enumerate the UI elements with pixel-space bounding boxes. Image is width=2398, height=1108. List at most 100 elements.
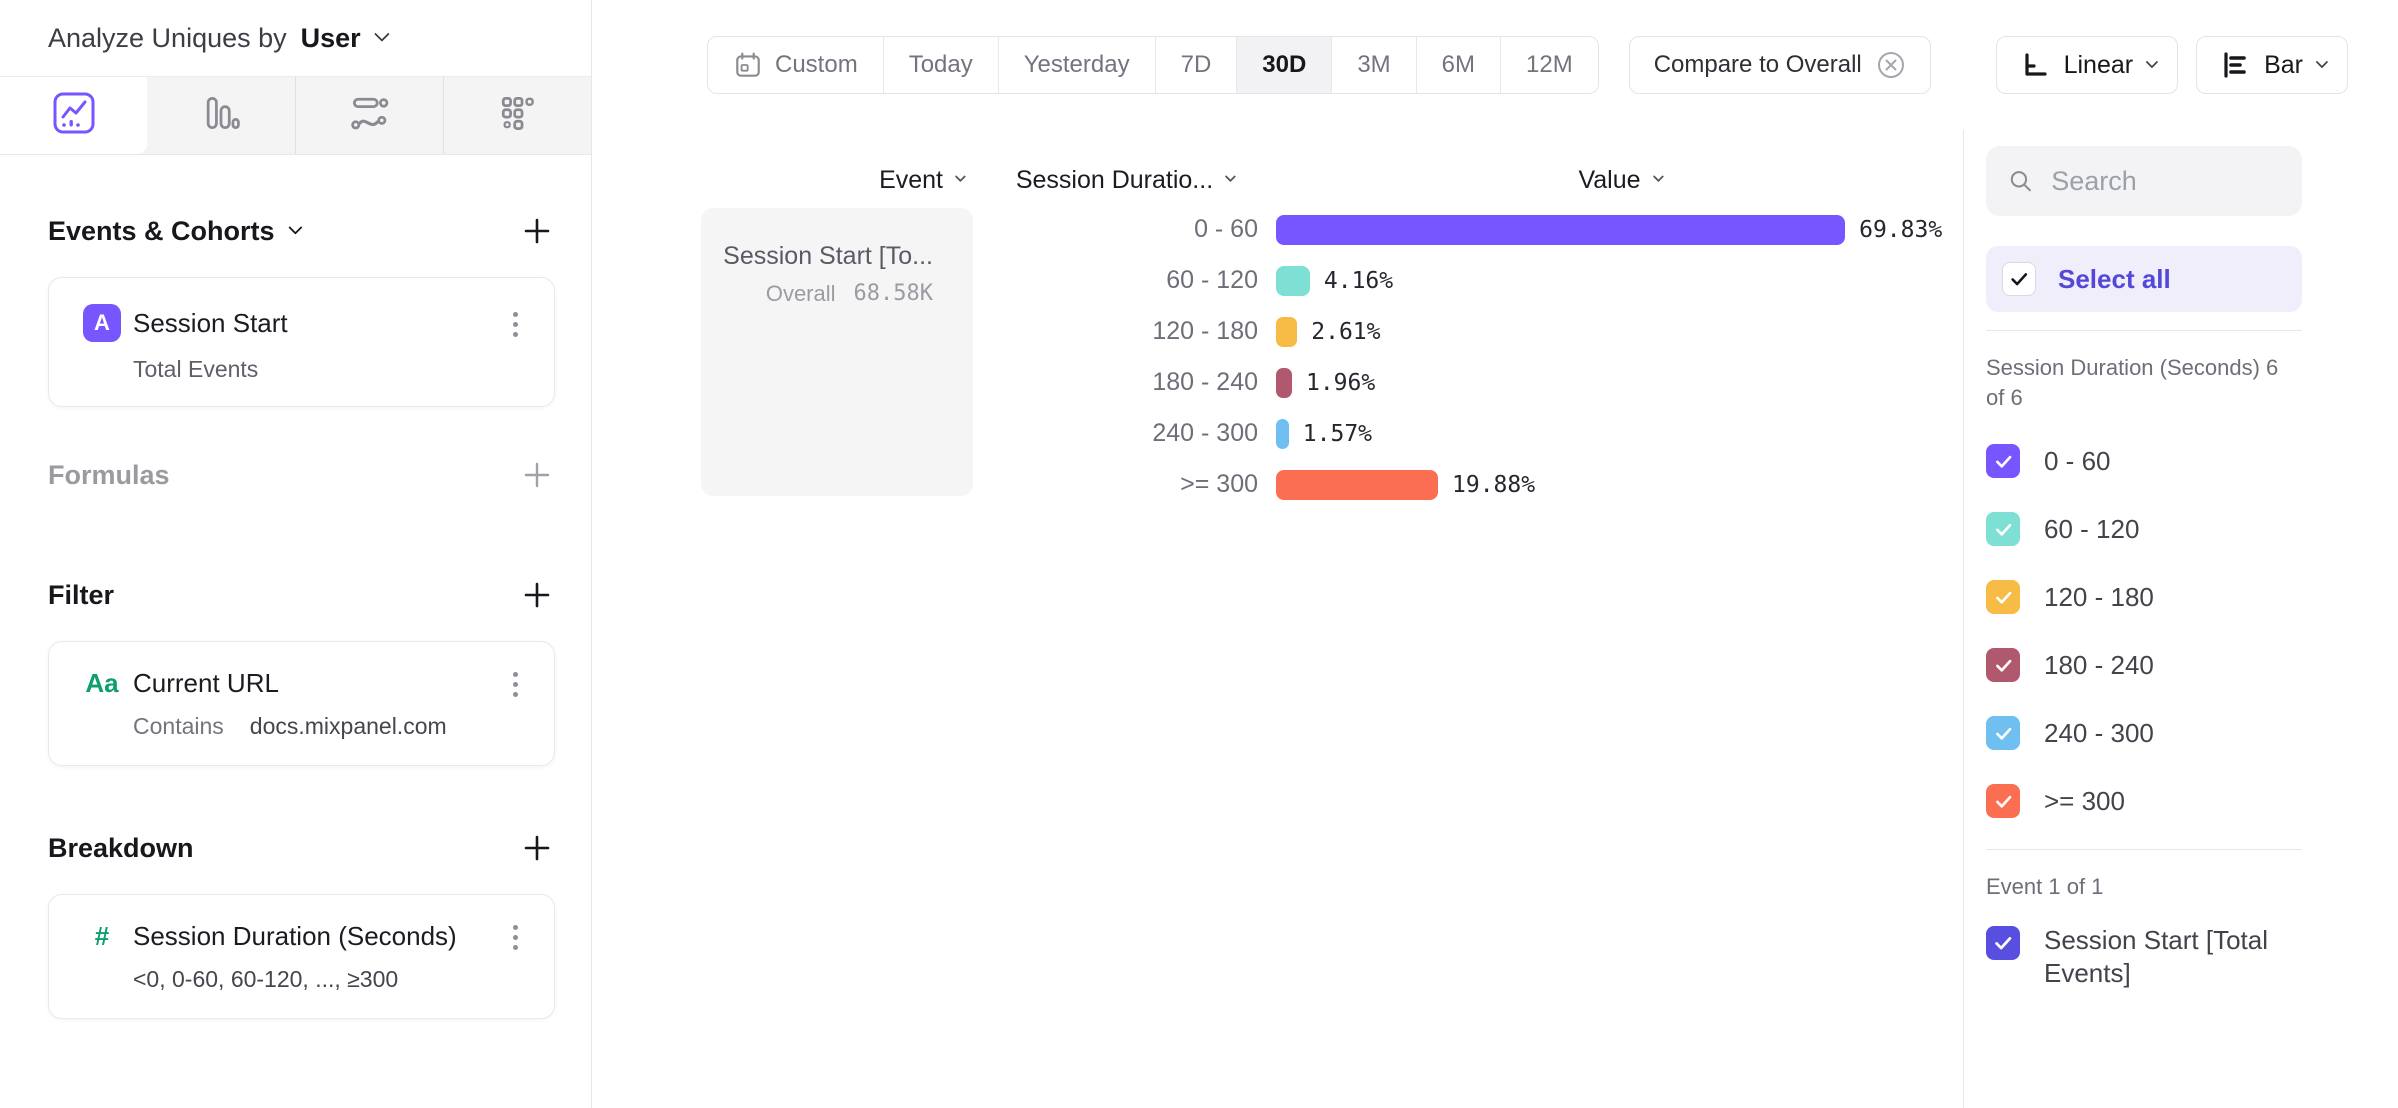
chart-value-label: 4.16% (1323, 267, 1394, 294)
chart-area: Event Session Duratio... Value Session S… (593, 130, 1963, 1108)
segment-row[interactable]: >= 300 (1986, 767, 2302, 835)
segment-row[interactable]: 60 - 120 (1986, 495, 2302, 563)
event-aggregation-label[interactable]: Total Events (133, 356, 259, 382)
date-range-option-6m[interactable]: 6M (1415, 37, 1500, 93)
chart-bar[interactable] (1276, 418, 1289, 449)
event-column-header[interactable]: Event (701, 166, 973, 195)
date-range-option-custom[interactable]: Custom (708, 37, 883, 93)
segment-checkbox[interactable] (1986, 784, 2020, 818)
segment-label: 240 - 300 (2044, 717, 2154, 748)
breakdown-buckets-label[interactable]: <0, 0-60, 60-120, ..., ≥300 (133, 966, 399, 992)
events-section-title[interactable]: Events & Cohorts (48, 216, 303, 247)
legend-event-row[interactable]: Session Start [Total Events] (1986, 924, 2302, 990)
chart-type-selector-button[interactable]: Bar (2196, 36, 2348, 94)
formulas-section-header: Formulas (48, 455, 555, 495)
segment-checkbox[interactable] (1986, 580, 2020, 614)
chart-category-label: >= 300 (1180, 470, 1258, 498)
chart-value-label: 19.88% (1452, 471, 1536, 498)
events-section-header: Events & Cohorts (48, 211, 555, 251)
plus-icon (524, 462, 550, 488)
tab-retention[interactable] (442, 77, 591, 154)
date-range-option-7d[interactable]: 7D (1154, 37, 1237, 93)
event-card-session-start[interactable]: A Session Start Total Events (48, 277, 555, 407)
bar-chart-icon (199, 91, 243, 140)
chart-bar[interactable] (1276, 214, 1846, 245)
breakdown-column-header[interactable]: Session Duratio... (973, 166, 1276, 195)
filter-card-menu-button[interactable] (502, 670, 528, 697)
date-range-option-12m[interactable]: 12M (1500, 37, 1598, 93)
divider (1986, 330, 2302, 331)
chevron-down-icon (1224, 170, 1237, 183)
filter-operator[interactable]: Contains (133, 713, 224, 739)
add-filter-button[interactable] (519, 577, 555, 613)
date-range-control: Custom Today Yesterday 7D 30D 3M 6M 12M (707, 36, 1599, 94)
date-range-label: 6M (1441, 51, 1475, 78)
remove-compare-icon[interactable] (1876, 50, 1906, 80)
segment-row[interactable]: 180 - 240 (1986, 631, 2302, 699)
formulas-section-title: Formulas (48, 460, 170, 491)
check-icon (1995, 591, 2011, 604)
event-card-title: Session Start (133, 307, 288, 338)
compare-to-overall-pill[interactable]: Compare to Overall (1628, 36, 1931, 94)
segment-row[interactable]: 120 - 180 (1986, 563, 2302, 631)
segment-checkbox[interactable] (1986, 716, 2020, 750)
analysis-entity-selector[interactable]: User (300, 22, 361, 53)
retention-grid-icon (495, 91, 539, 140)
event-checkbox[interactable] (1986, 926, 2020, 960)
horizontal-bar-chart-icon (2224, 52, 2246, 78)
date-range-option-today[interactable]: Today (882, 37, 998, 93)
scale-selector-button[interactable]: Linear (1995, 36, 2179, 94)
date-range-option-yesterday[interactable]: Yesterday (997, 37, 1155, 93)
add-formula-button[interactable] (519, 457, 555, 493)
chart-bar[interactable] (1276, 265, 1310, 296)
filter-section-header: Filter (48, 575, 555, 615)
chevron-down-icon (373, 25, 390, 42)
add-event-button[interactable] (519, 213, 555, 249)
filter-section-title: Filter (48, 580, 114, 611)
segment-checkbox[interactable] (1986, 512, 2020, 546)
legend-event-label: Session Start [Total Events] (2044, 925, 2268, 988)
chart-value-label: 2.61% (1311, 318, 1381, 345)
chart-bar[interactable] (1276, 316, 1298, 347)
event-card-menu-button[interactable] (502, 310, 528, 337)
chart-type-label: Bar (2264, 50, 2303, 79)
value-column-header[interactable]: Value (1276, 166, 1963, 195)
breakdown-card-menu-button[interactable] (502, 923, 528, 950)
date-range-label: 12M (1526, 51, 1573, 78)
overall-value: 68.58K (853, 281, 933, 306)
tab-flows[interactable] (294, 77, 443, 154)
filter-section-label: Filter (48, 579, 115, 610)
chart-bar[interactable] (1276, 367, 1292, 398)
search-icon (2010, 171, 2031, 192)
date-range-option-3m[interactable]: 3M (1331, 37, 1416, 93)
segment-label: 60 - 120 (2044, 513, 2140, 544)
date-range-option-30d[interactable]: 30D (1236, 37, 1332, 93)
select-all-checkbox[interactable] (2002, 262, 2036, 296)
event-group-label: Event 1 of 1 (1986, 874, 2104, 899)
segment-checkbox[interactable] (1986, 648, 2020, 682)
chevron-down-icon (2315, 55, 2329, 68)
breakdown-card-session-duration[interactable]: # Session Duration (Seconds) <0, 0-60, 6… (48, 894, 555, 1019)
add-breakdown-button[interactable] (519, 830, 555, 866)
report-main: Custom Today Yesterday 7D 30D 3M 6M 12M Compare… (593, 0, 2398, 1108)
segment-checkbox[interactable] (1986, 444, 2020, 478)
chart-value-label: 1.57% (1302, 420, 1373, 447)
select-all-row[interactable]: Select all (1986, 246, 2302, 312)
filter-value[interactable]: docs.mixpanel.com (249, 713, 447, 739)
scale-label: Linear (2063, 50, 2134, 79)
chart-value-label: 69.83% (1859, 216, 1943, 243)
value-column-label: Value (1578, 165, 1641, 194)
event-group-cell[interactable]: Session Start [To... Overall 68.58K (701, 208, 973, 496)
report-tabstrip (0, 77, 591, 155)
legend-search-box[interactable] (1986, 146, 2302, 216)
date-range-label: Today (908, 51, 973, 78)
segment-row[interactable]: 240 - 300 (1986, 699, 2302, 767)
filter-card-current-url[interactable]: Aa Current URL Contains docs.mixpanel.co… (48, 641, 555, 766)
tab-insights[interactable] (0, 77, 148, 154)
analysis-header: Analyze Uniques by User (0, 0, 591, 77)
segment-row[interactable]: 0 - 60 (1986, 427, 2302, 495)
chart-bar[interactable] (1276, 469, 1439, 500)
tab-bar-report[interactable] (147, 77, 294, 154)
chevron-down-icon (954, 170, 967, 183)
legend-search-input[interactable] (2051, 165, 2280, 197)
